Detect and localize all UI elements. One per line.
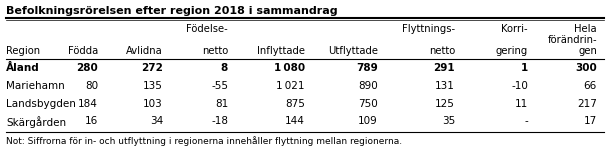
Text: 890: 890 [358,81,378,91]
Text: 217: 217 [577,99,597,109]
Text: 103: 103 [143,99,163,109]
Text: -18: -18 [211,116,228,126]
Text: gen: gen [578,46,597,56]
Text: Not: Siffrorna för in- och utflyttning i regionerna innehåller flyttning mellan : Not: Siffrorna för in- och utflyttning i… [6,136,402,146]
Text: netto: netto [202,46,228,56]
Text: Inflyttade: Inflyttade [257,46,305,56]
Text: 81: 81 [215,99,228,109]
Text: Utflyttade: Utflyttade [328,46,378,56]
Text: 131: 131 [435,81,455,91]
Text: 11: 11 [515,99,528,109]
Text: Korri-: Korri- [502,24,528,34]
Text: gering: gering [496,46,528,56]
Text: 1 080: 1 080 [274,63,305,73]
Text: 125: 125 [435,99,455,109]
Text: Åland: Åland [6,63,40,73]
Text: 144: 144 [285,116,305,126]
Text: 875: 875 [285,99,305,109]
Text: Avlidna: Avlidna [126,46,163,56]
Text: 80: 80 [85,81,98,91]
Text: 291: 291 [434,63,455,73]
Text: Mariehamn: Mariehamn [6,81,64,91]
Text: 135: 135 [143,81,163,91]
Text: 272: 272 [141,63,163,73]
Text: 8: 8 [221,63,228,73]
Text: 17: 17 [584,116,597,126]
Text: Hela: Hela [575,24,597,34]
Text: 1: 1 [520,63,528,73]
Text: 750: 750 [358,99,378,109]
Text: förändrin-: förändrin- [547,35,597,45]
Text: 16: 16 [85,116,98,126]
Text: -10: -10 [511,81,528,91]
Text: 300: 300 [575,63,597,73]
Text: -55: -55 [211,81,228,91]
Text: netto: netto [429,46,455,56]
Text: 184: 184 [78,99,98,109]
Text: Flyttnings-: Flyttnings- [402,24,455,34]
Text: Födelse-: Födelse- [186,24,228,34]
Text: 34: 34 [150,116,163,126]
Text: Region: Region [6,46,40,56]
Text: 789: 789 [356,63,378,73]
Text: Födda: Födda [67,46,98,56]
Text: 66: 66 [584,81,597,91]
Text: Skärgården: Skärgården [6,116,66,128]
Text: 1 021: 1 021 [277,81,305,91]
Text: 35: 35 [442,116,455,126]
Text: Befolkningsrörelsen efter region 2018 i sammandrag: Befolkningsrörelsen efter region 2018 i … [6,6,337,16]
Text: -: - [524,116,528,126]
Text: 109: 109 [358,116,378,126]
Text: 280: 280 [76,63,98,73]
Text: Landsbygden: Landsbygden [6,99,76,109]
